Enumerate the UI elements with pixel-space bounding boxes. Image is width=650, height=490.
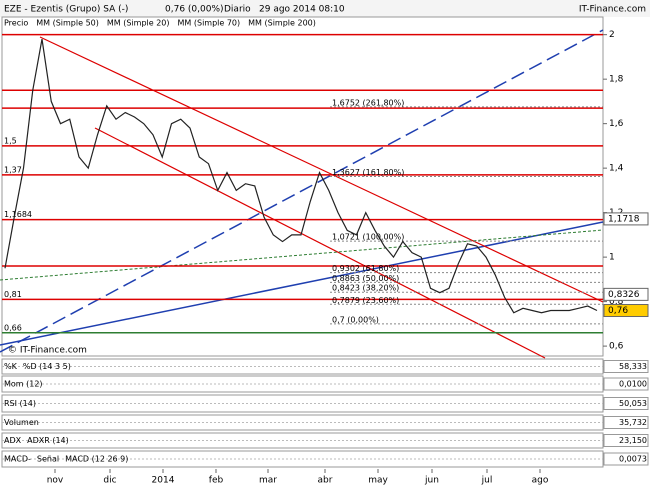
trend-line bbox=[0, 221, 604, 346]
y-tick-label: 2 bbox=[609, 30, 615, 40]
y-tick-label: 1,8 bbox=[609, 75, 624, 85]
panel-label: Mom (12) bbox=[4, 380, 43, 389]
price-line bbox=[4, 39, 598, 314]
x-tick-label: jun bbox=[424, 476, 439, 486]
panel-readout: 35,732 bbox=[619, 418, 647, 427]
legend-entry: MM (Simple 70) bbox=[178, 19, 241, 28]
panel-label: MACD- bbox=[4, 455, 31, 464]
panel-label: ADXR (14) bbox=[27, 436, 69, 445]
level-label: 1,37 bbox=[4, 165, 22, 174]
x-tick-label: nov bbox=[47, 476, 64, 486]
trend-line bbox=[0, 29, 604, 353]
marker-label: 0,8326 bbox=[608, 290, 640, 300]
panel-label: %D (14 3 5) bbox=[23, 362, 71, 371]
x-tick-label: mar bbox=[259, 476, 277, 486]
plot-frame bbox=[1, 16, 604, 357]
title: EZE - Ezentis (Grupo) SA (-) bbox=[4, 5, 128, 15]
panel-readout: 0,0100 bbox=[619, 380, 647, 389]
level-label: 1,1684 bbox=[4, 210, 32, 219]
panel-readout: 58,333 bbox=[619, 362, 647, 371]
legend-entry: MM (Simple 20) bbox=[107, 19, 170, 28]
price-marker bbox=[603, 304, 649, 318]
main-plot: 0,60,811,21,41,61,821,51,371,16840,810,6… bbox=[2, 19, 649, 352]
panel-readout-box bbox=[603, 434, 649, 447]
y-tick-label: 1,6 bbox=[609, 119, 624, 129]
panel-readout-box bbox=[603, 416, 649, 429]
fib-label: 1,3627 (161,80%) bbox=[332, 168, 404, 177]
timestamp: 29 ago 2014 08:10 bbox=[259, 5, 345, 15]
panel-readout-box bbox=[603, 397, 649, 410]
panel-readout-box bbox=[603, 377, 649, 391]
fib-label: 0,9302 (61,80%) bbox=[332, 264, 399, 273]
panel-label: ADX bbox=[4, 436, 22, 445]
panel-label: RSI (14) bbox=[4, 399, 36, 408]
panel-label: MACD (12 26 9) bbox=[65, 455, 128, 464]
price-marker bbox=[603, 212, 649, 226]
panel-label: %K bbox=[4, 362, 18, 371]
x-tick-label: ago bbox=[532, 476, 549, 486]
x-tick-label: abr bbox=[318, 476, 333, 486]
x-tick-label: dic bbox=[103, 476, 116, 486]
y-tick-label: 1,4 bbox=[609, 164, 624, 174]
level-label: 0,81 bbox=[4, 290, 22, 299]
period: Diario bbox=[224, 5, 251, 15]
fib-label: 0,8863 (50,00%) bbox=[332, 274, 399, 283]
quote: 0,76 (0,00%) bbox=[165, 5, 224, 15]
marker-label: 1,1718 bbox=[608, 214, 640, 224]
panel-readout-box bbox=[603, 360, 649, 373]
price-marker bbox=[603, 287, 649, 301]
legend-entry: MM (Simple 50) bbox=[36, 19, 99, 28]
x-axis: nov dic 2014 feb mar abr may jun jul ago bbox=[47, 469, 549, 486]
panel-readout: 0,0073 bbox=[619, 455, 647, 464]
header-bar bbox=[0, 0, 650, 17]
panel-readout: 50,053 bbox=[619, 399, 647, 408]
x-tick-label: jul bbox=[481, 476, 493, 486]
x-tick-label: may bbox=[368, 476, 388, 486]
y-tick-label: 1 bbox=[609, 253, 615, 263]
fib-label: 1,0721 (100,00%) bbox=[332, 233, 404, 242]
fib-label: 0,7 (0,00%) bbox=[332, 315, 379, 324]
channel-line bbox=[39, 36, 604, 303]
marker-label: 0,76 bbox=[608, 306, 628, 316]
y-tick-label: 0,6 bbox=[609, 342, 624, 352]
fib-label: 0,8423 (38,20%) bbox=[332, 284, 399, 293]
legend-entry: MM (Simple 200) bbox=[248, 19, 316, 28]
x-tick-label: 2014 bbox=[152, 476, 175, 486]
level-label: 0,66 bbox=[4, 323, 22, 332]
level-label: 1,5 bbox=[4, 136, 17, 145]
y-tick-label: 0,8 bbox=[609, 297, 624, 307]
fib-label: 1,6752 (261,80%) bbox=[332, 98, 404, 107]
fib-label: 0,7879 (23,60%) bbox=[332, 296, 399, 305]
panel-readout-box bbox=[603, 452, 649, 466]
indicator-panels: %K %D (14 3 5) 58,333 Mom (12) 0,0100 RSI (14… bbox=[1, 358, 649, 468]
panel-readout: 23,150 bbox=[619, 436, 647, 445]
brand: IT-Finance.com bbox=[579, 5, 646, 15]
panel-label: Volumen bbox=[4, 418, 39, 427]
channel-line bbox=[94, 127, 546, 359]
watermark: © IT-Finance.com bbox=[8, 346, 87, 356]
panel-label: Señal bbox=[37, 455, 59, 464]
legend-entry: Precio bbox=[4, 19, 28, 28]
x-tick-label: feb bbox=[209, 476, 224, 486]
ma-200 bbox=[0, 229, 604, 281]
